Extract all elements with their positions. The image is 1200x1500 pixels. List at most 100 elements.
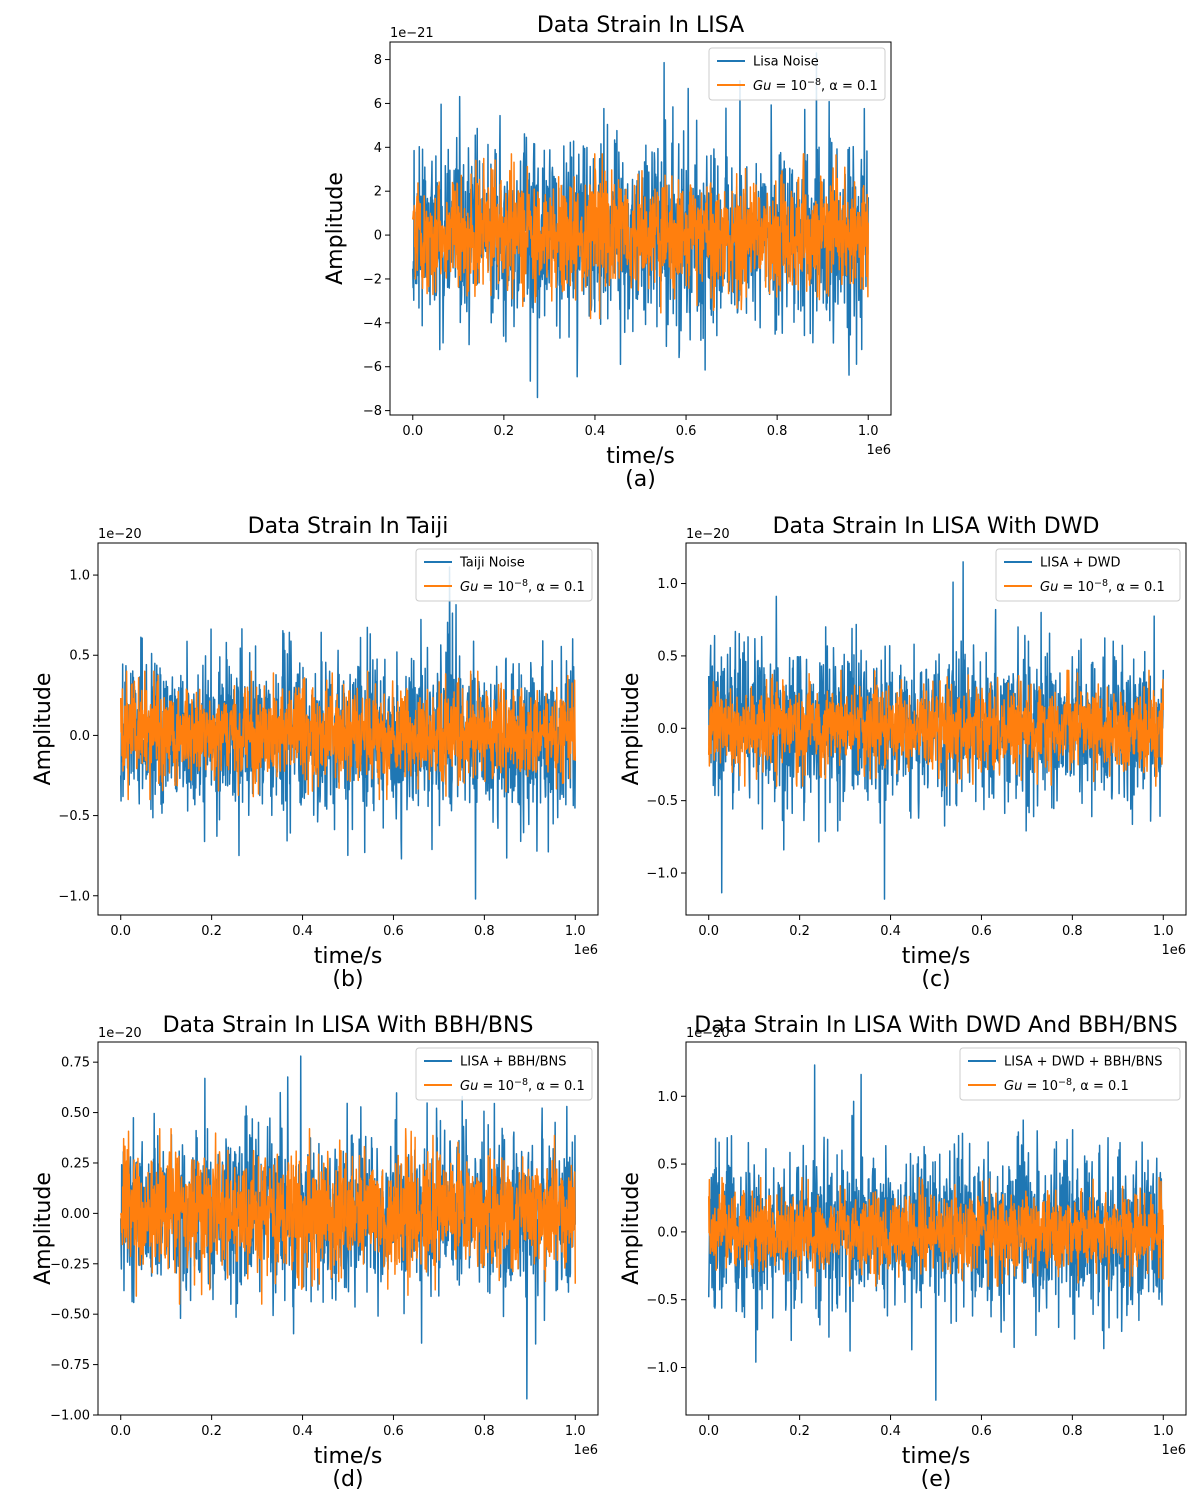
- chart-title: Data Strain In LISA With BBH/BNS: [163, 1013, 534, 1038]
- legend-frame: [995, 548, 1181, 602]
- x-tick-label: 0.4: [292, 1424, 313, 1439]
- x-tick-label: 0.6: [676, 424, 697, 439]
- legend-label-noise: Lisa Noise: [753, 55, 819, 70]
- panel-e: 0.0 0.2 0.4 0.6 0.8 1.0 −1.0 −0.5 0.0 0.5 1.0 1e6 1e…: [619, 1013, 1187, 1492]
- y-tick-label: 0: [374, 229, 382, 244]
- x-tick-label: 1.0: [565, 1424, 586, 1439]
- x-tick-label: 0.6: [383, 924, 404, 939]
- y-tick-label: −1.00: [50, 1409, 90, 1424]
- y-offset-text: 1e−20: [686, 1026, 730, 1041]
- y-tick-label: −8: [363, 404, 382, 419]
- series-line-signal: [707, 669, 1165, 787]
- x-tick-label: 0.2: [201, 1424, 222, 1439]
- x-tick-label: 1.0: [565, 924, 586, 939]
- legend-frame: [415, 548, 593, 602]
- legend-label-signal: Gu = 10−8, α = 0.1: [1040, 578, 1165, 595]
- y-offset-text: 1e−20: [686, 527, 730, 542]
- y-tick-label: 0.00: [61, 1207, 90, 1222]
- panel-d: 0.0 0.2 0.4 0.6 0.8 1.0 −1.00 −0.75 −0.50 −0.25 0.…: [31, 1013, 599, 1492]
- x-offset-text: 1e6: [1161, 943, 1186, 958]
- panel-b: 0.0 0.2 0.4 0.6 0.8 1.0 −1.0 −0.5 0.0 0.5 1.0 1e6 1e…: [31, 514, 599, 992]
- x-tick-label: 1.0: [1153, 1424, 1174, 1439]
- x-tick-label: 0.8: [1062, 1424, 1083, 1439]
- series-line-noise: [707, 1064, 1165, 1401]
- plot-frame: [389, 41, 892, 416]
- x-tick-label: 0.2: [789, 1424, 810, 1439]
- panel-label: (c): [921, 967, 950, 992]
- y-tick-label: −0.25: [50, 1257, 90, 1272]
- plot-frame: [685, 1041, 1187, 1416]
- x-tick-label: 0.6: [383, 1424, 404, 1439]
- y-tick-label: 1.0: [657, 1090, 678, 1105]
- y-tick-label: −0.5: [58, 809, 90, 824]
- x-tick-label: 0.8: [474, 1424, 495, 1439]
- series-line-signal: [412, 153, 869, 320]
- panel-label: (a): [625, 467, 656, 492]
- y-offset-text: 1e−21: [390, 26, 434, 41]
- y-axis-label: Amplitude: [619, 673, 644, 786]
- y-tick-label: 1.0: [69, 569, 90, 584]
- x-tick-label: 0.4: [880, 924, 901, 939]
- y-tick-label: 0.50: [61, 1106, 90, 1121]
- x-tick-label: 0.0: [698, 924, 719, 939]
- y-tick-label: −2: [363, 272, 382, 287]
- x-offset-text: 1e6: [1161, 1443, 1186, 1458]
- y-axis-label: Amplitude: [31, 673, 56, 786]
- x-axis-label: time/s: [902, 944, 971, 969]
- legend-label-signal: Gu = 10−8, α = 0.1: [460, 578, 585, 595]
- legend: LISA + DWD Gu = 10−8, α = 0.1: [995, 548, 1181, 602]
- x-tick-label: 0.8: [1062, 924, 1083, 939]
- x-tick-label: 0.6: [971, 1424, 992, 1439]
- x-offset-text: 1e6: [573, 1443, 598, 1458]
- y-tick-label: −4: [363, 316, 382, 331]
- x-tick-label: 0.4: [292, 924, 313, 939]
- series-line-signal: [120, 1127, 577, 1305]
- y-tick-label: 0.75: [61, 1056, 90, 1071]
- plot-frame: [685, 542, 1187, 916]
- x-axis-label: time/s: [902, 1444, 971, 1469]
- y-tick-label: 0.25: [61, 1156, 90, 1171]
- x-offset-text: 1e6: [573, 943, 598, 958]
- x-tick-label: 0.6: [971, 924, 992, 939]
- x-offset-text: 1e6: [866, 443, 891, 458]
- x-tick-label: 1.0: [858, 424, 879, 439]
- y-tick-label: −0.5: [646, 1293, 678, 1308]
- x-axis-label: time/s: [606, 444, 675, 469]
- legend-label-noise: LISA + BBH/BNS: [460, 1055, 567, 1070]
- x-tick-label: 1.0: [1153, 924, 1174, 939]
- legend-label-signal: Gu = 10−8, α = 0.1: [460, 1077, 585, 1094]
- x-axis-label: time/s: [314, 1444, 383, 1469]
- y-tick-label: −0.75: [50, 1358, 90, 1373]
- y-tick-label: 0.5: [657, 649, 678, 664]
- chart-title: Data Strain In LISA With DWD And BBH/BNS: [694, 1013, 1177, 1038]
- y-tick-label: 4: [374, 141, 382, 156]
- y-tick-label: −1.0: [646, 867, 678, 882]
- y-tick-label: 0.0: [657, 1225, 678, 1240]
- series-line-signal: [119, 670, 577, 801]
- chart-title: Data Strain In LISA With DWD: [773, 514, 1100, 539]
- panel-label: (b): [332, 967, 363, 992]
- chart-title: Data Strain In Taiji: [248, 514, 449, 539]
- x-tick-label: 0.8: [767, 424, 788, 439]
- legend-frame: [959, 1047, 1181, 1101]
- panel-label: (d): [332, 1467, 363, 1492]
- legend-label-noise: Taiji Noise: [459, 556, 525, 571]
- y-tick-label: 1.0: [657, 577, 678, 592]
- y-axis-label: Amplitude: [31, 1172, 56, 1285]
- y-tick-label: 0.5: [657, 1158, 678, 1173]
- y-tick-label: −0.50: [50, 1308, 90, 1323]
- legend: Lisa Noise Gu = 10−8, α = 0.1: [708, 47, 886, 101]
- legend-label-signal: Gu = 10−8, α = 0.1: [753, 77, 878, 94]
- y-offset-text: 1e−20: [98, 1026, 142, 1041]
- x-tick-label: 0.4: [880, 1424, 901, 1439]
- y-tick-label: 0.0: [657, 722, 678, 737]
- x-tick-label: 0.2: [201, 924, 222, 939]
- y-tick-label: 8: [374, 53, 382, 68]
- y-tick-label: 0.0: [69, 729, 90, 744]
- y-axis-label: Amplitude: [323, 172, 348, 285]
- chart-title: Data Strain In LISA: [537, 13, 744, 38]
- plot-frame: [97, 542, 599, 916]
- x-tick-label: 0.2: [494, 424, 515, 439]
- y-tick-label: 0.5: [69, 649, 90, 664]
- legend: LISA + DWD + BBH/BNS Gu = 10−8, α = 0.1: [959, 1047, 1181, 1101]
